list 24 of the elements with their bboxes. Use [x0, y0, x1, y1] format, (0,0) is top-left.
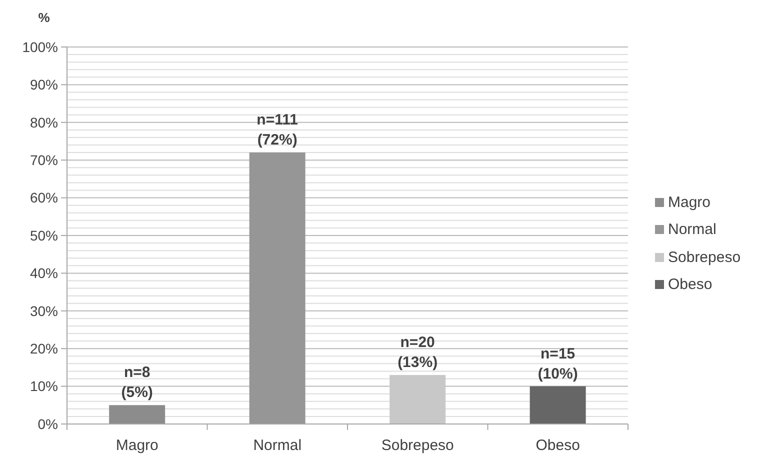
y-tick-label: 90%	[30, 76, 58, 93]
y-tick-label: 10%	[30, 378, 58, 394]
legend-label: Magro	[668, 194, 711, 211]
y-tick-label: 40%	[30, 265, 58, 282]
x-tick-label: Sobrepeso	[381, 437, 454, 454]
legend-label: Obeso	[668, 276, 712, 294]
y-tick-label: 50%	[30, 227, 58, 244]
data-label: n=20 (13%)	[398, 334, 438, 371]
y-tick-label: 80%	[30, 114, 58, 130]
x-tick-label: Normal	[253, 437, 302, 454]
x-tick-label: Magro	[116, 437, 158, 454]
y-tick-label: 100%	[22, 38, 58, 55]
legend-label: Sobrepeso	[668, 248, 741, 266]
data-label: n=15 (10%)	[538, 345, 578, 382]
y-tick-label: 0%	[38, 416, 58, 432]
y-tick-label: 70%	[30, 152, 58, 168]
y-tick-label: 20%	[30, 340, 58, 356]
legend-label: Normal	[668, 221, 716, 238]
y-tick-label: 60%	[30, 190, 58, 206]
y-axis-title: %	[37, 10, 51, 25]
y-tick-label: 30%	[30, 302, 58, 319]
x-tick-label: Obeso	[536, 437, 580, 454]
data-label: n=8 (5%)	[121, 364, 153, 402]
data-label: n=111 (72%)	[256, 112, 298, 149]
